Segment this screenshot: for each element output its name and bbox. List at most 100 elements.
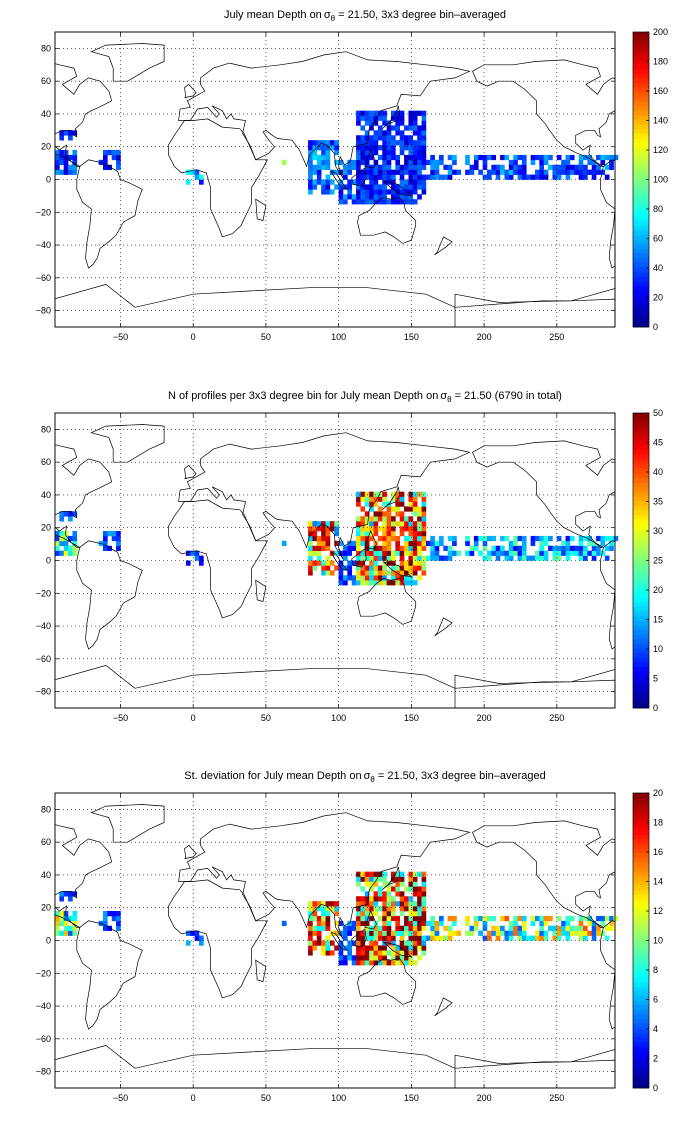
data-bin (395, 901, 401, 907)
data-bin (369, 881, 374, 887)
data-bin (364, 896, 370, 902)
colorbar-segment (633, 197, 649, 203)
data-bin (334, 521, 339, 527)
data-bin (404, 550, 409, 556)
data-bin (543, 174, 549, 180)
coastline (364, 910, 377, 930)
data-bin (391, 950, 396, 956)
data-bin (63, 511, 69, 517)
data-bin (364, 915, 370, 922)
colorbar-segment (633, 491, 649, 497)
data-bin (116, 925, 121, 931)
data-bin (565, 540, 571, 547)
data-bin (382, 491, 387, 497)
colorbar-segment (633, 55, 649, 61)
y-tick-label: 0 (46, 936, 51, 946)
data-bin (356, 925, 361, 931)
data-bin (452, 550, 457, 556)
data-bin (338, 560, 344, 566)
data-bin (360, 915, 366, 922)
data-bin (452, 920, 457, 927)
data-bin (404, 154, 409, 161)
data-bin (312, 901, 318, 907)
data-bin (408, 935, 414, 941)
data-bin (360, 145, 366, 151)
data-bin (373, 940, 379, 946)
data-bin (404, 915, 409, 922)
colorbar-segment (633, 1069, 649, 1075)
data-bin (530, 159, 536, 166)
data-bin (308, 189, 313, 195)
colorbar-tick-label: 20 (653, 293, 663, 303)
data-bin (369, 526, 374, 532)
data-bin (412, 550, 418, 556)
data-bin (369, 516, 374, 522)
data-bin (399, 135, 405, 141)
data-bin (373, 950, 379, 956)
data-bin (465, 920, 470, 927)
data-bin (574, 550, 579, 556)
data-bin (59, 150, 65, 156)
colorbar-segment (633, 174, 649, 180)
data-bin (334, 145, 339, 151)
data-bin (447, 930, 453, 936)
data-bin (395, 199, 401, 205)
coastline (90, 43, 165, 82)
data-bin (569, 164, 575, 170)
data-bin (417, 565, 422, 571)
data-bin (395, 575, 401, 581)
data-bin (408, 550, 414, 556)
data-bin (373, 560, 379, 566)
title-subscript: θ (370, 775, 375, 784)
colorbar-segment (633, 133, 649, 139)
data-bin (399, 580, 405, 586)
colorbar-segment (633, 583, 649, 589)
data-bin (521, 159, 527, 166)
data-bin (351, 955, 357, 961)
data-bin (185, 169, 191, 175)
data-bin (439, 535, 444, 542)
data-bin (325, 950, 331, 956)
grid (55, 32, 615, 327)
data-bin (364, 189, 370, 195)
data-bin (583, 930, 588, 936)
data-bin (308, 901, 313, 907)
data-bin (72, 920, 78, 927)
data-bin (194, 174, 200, 180)
x-tick-label: 150 (404, 713, 419, 723)
data-bin (360, 110, 366, 116)
data-bin (338, 580, 344, 586)
data-bin (364, 575, 370, 581)
data-bin (408, 940, 414, 946)
data-bin (504, 169, 510, 175)
data-bin (539, 535, 545, 542)
data-bin (338, 540, 344, 547)
data-bin (447, 154, 453, 161)
data-bin (111, 911, 117, 917)
data-bin (434, 930, 440, 936)
data-bin (343, 174, 348, 180)
data-bin (565, 550, 571, 556)
colorbar-segment (633, 262, 649, 268)
data-bin (412, 115, 418, 121)
data-bin (583, 555, 588, 561)
data-bin (364, 501, 370, 507)
data-bin (356, 550, 361, 556)
data-bin (417, 110, 422, 116)
data-bin (613, 154, 619, 161)
data-bin (316, 174, 322, 180)
data-bin (382, 130, 387, 136)
data-bin (369, 120, 374, 126)
data-bin (539, 555, 545, 561)
data-bin (556, 925, 562, 931)
data-bin (55, 164, 60, 170)
coastline (184, 844, 197, 859)
data-bin (107, 545, 113, 551)
data-bin (373, 120, 379, 126)
data-bin (421, 531, 427, 537)
colorbar-segment (633, 546, 649, 552)
data-bin (399, 550, 405, 556)
data-bin (68, 154, 73, 161)
data-bin (308, 930, 313, 936)
